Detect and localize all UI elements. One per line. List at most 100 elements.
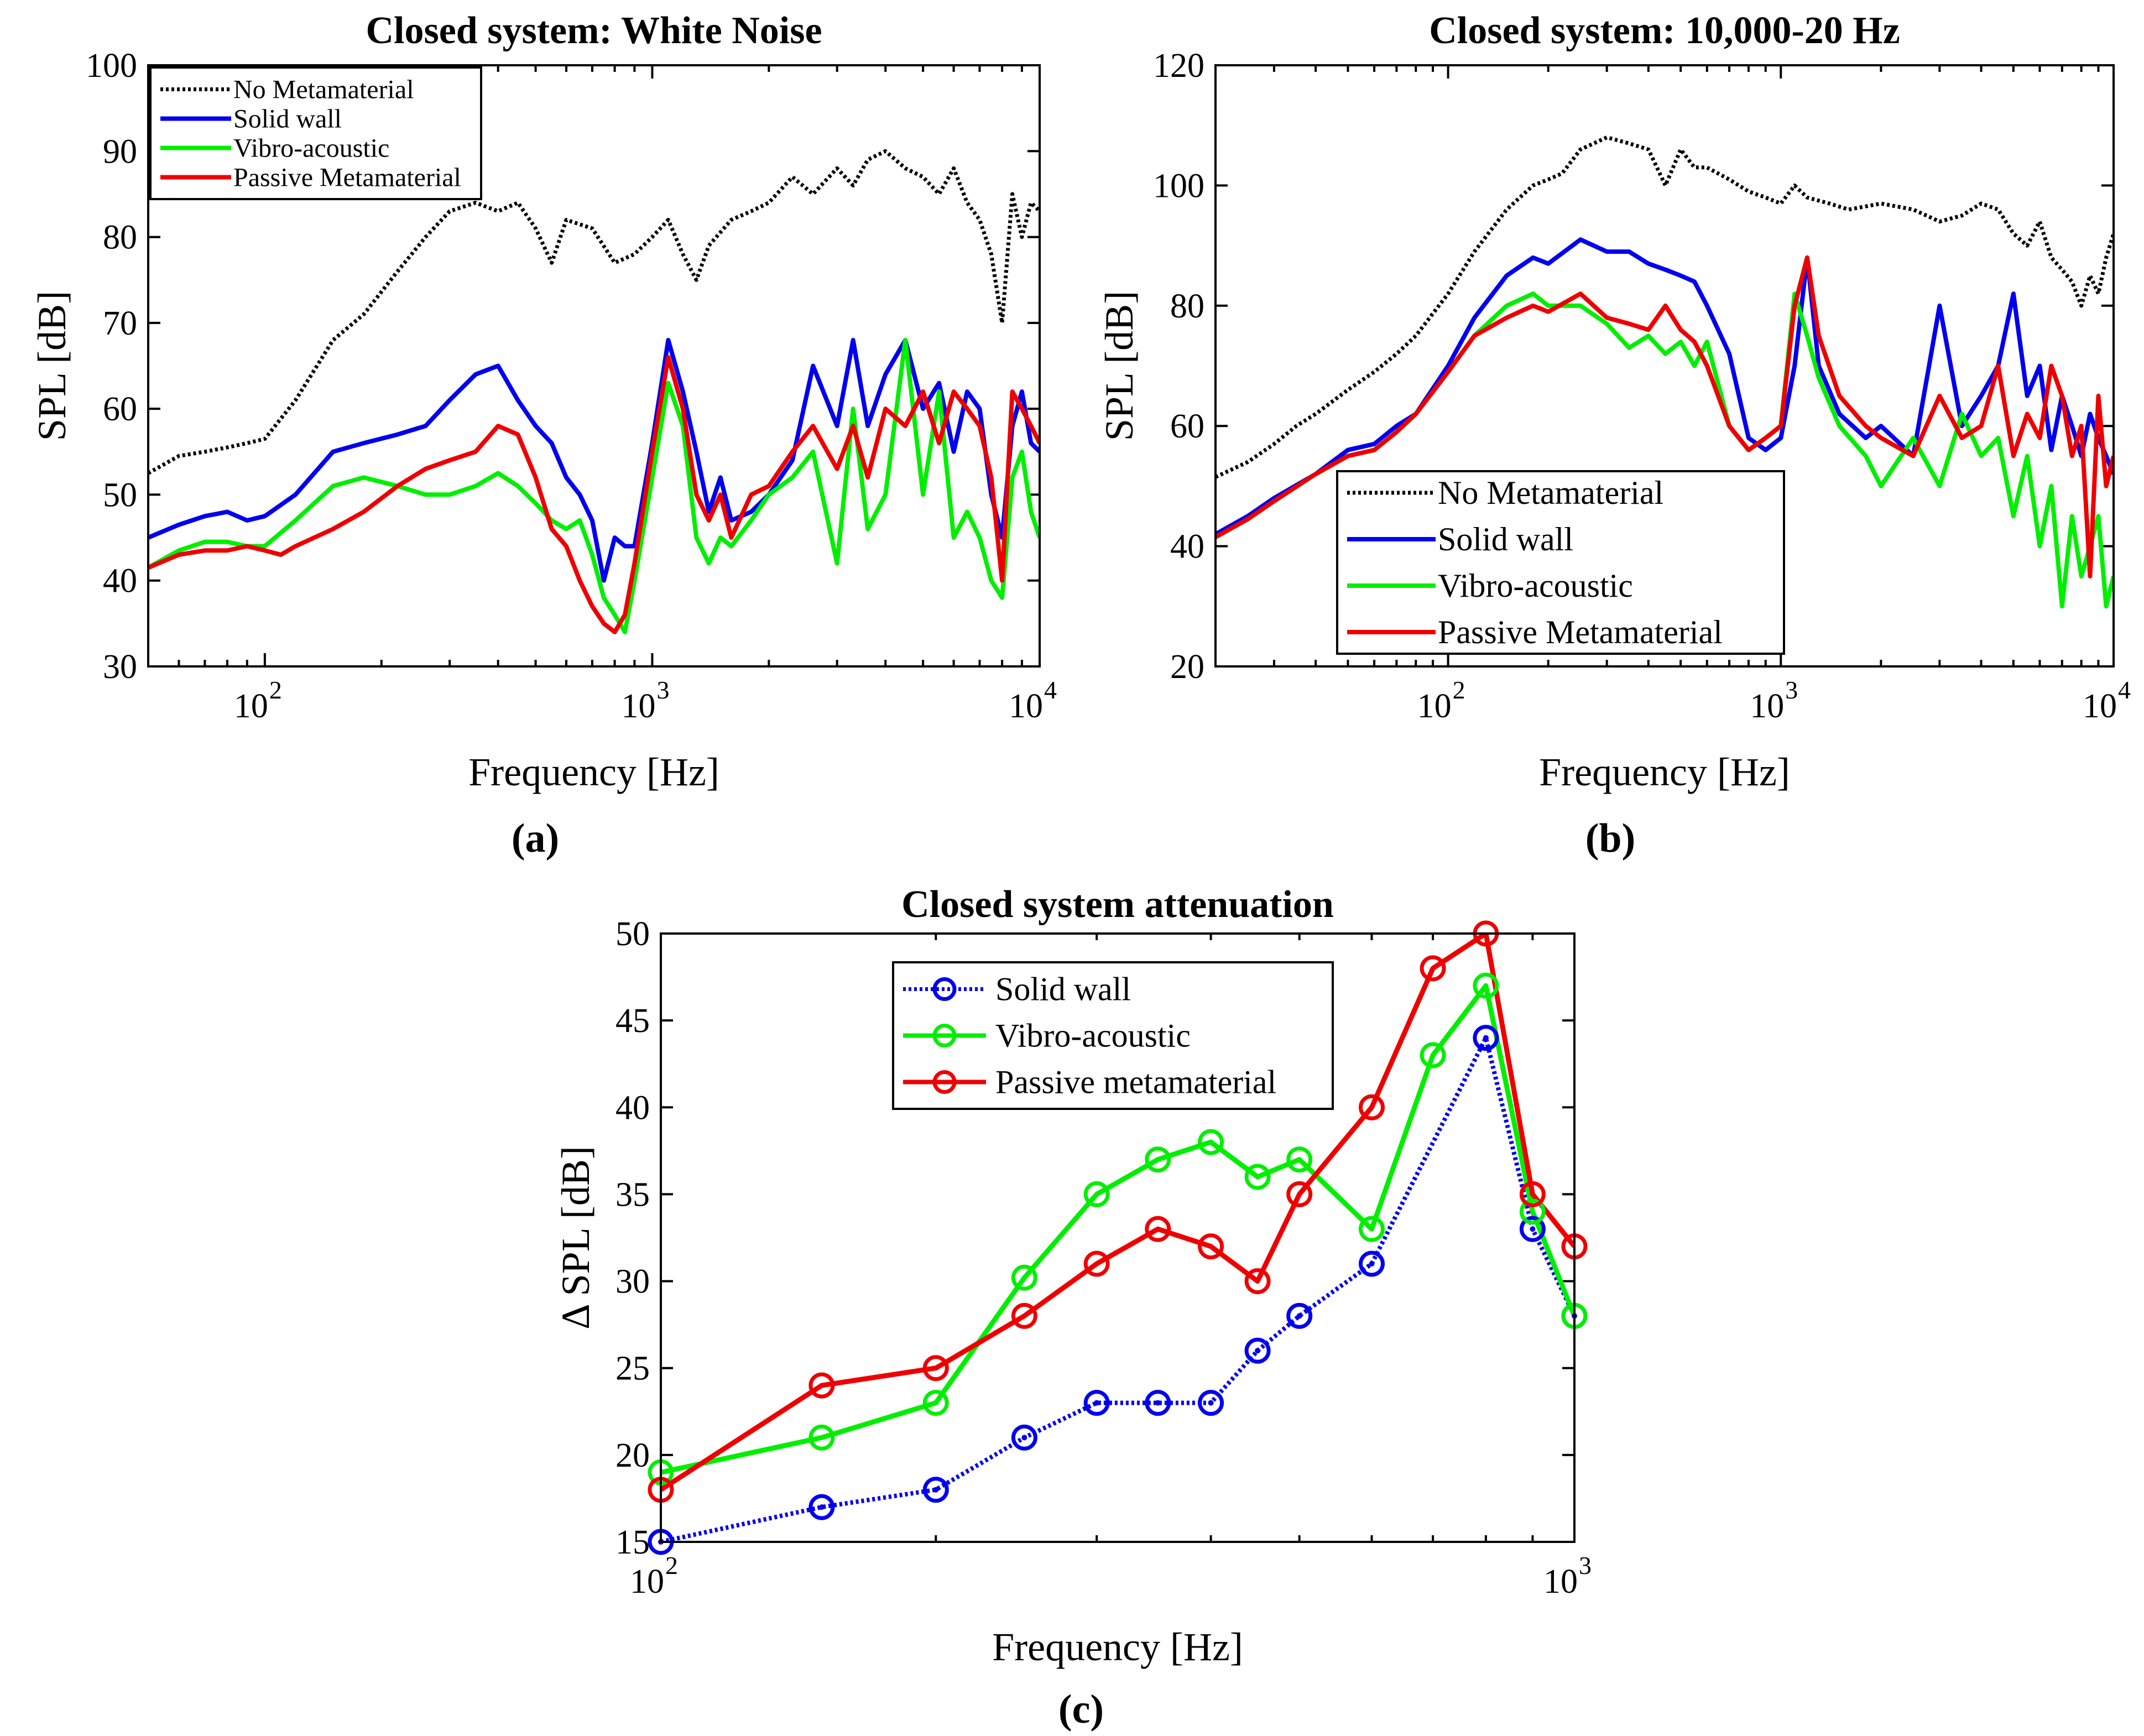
series-point [808,1424,835,1451]
series-line-1 [1216,237,2114,536]
series-point [1286,1181,1313,1207]
series-point-center [1208,1400,1214,1406]
x-tick-exponent: 2 [269,676,282,704]
legend-label: Solid wall [233,105,342,134]
x-tick-exponent: 2 [665,1551,678,1579]
x-tick-label: 10 2 [630,1551,678,1601]
x-axis-label: Frequency [Hz] [1539,750,1790,794]
y-tick-label: 60 [1170,408,1204,445]
panel-b: Closed system: 10,000-20 Hz 20 40 60 80 100 12… [1097,9,2131,794]
series-point-center [818,1504,825,1510]
series-line-0 [1216,135,2114,479]
y-tick-label: 45 [615,1002,650,1040]
x-tick-base: 10 [234,687,268,725]
axes-frame [660,932,1576,1543]
x-axis-label: Frequency [Hz] [992,1625,1243,1669]
y-tick-label: 50 [615,915,650,953]
y-tick-label: 90 [103,133,137,170]
y-tick-label: 70 [103,305,137,342]
chart-title: Closed system: White Noise [366,9,822,52]
x-tick-base: 10 [1750,687,1784,725]
legend-marker [932,1070,957,1094]
series-point [1473,1025,1499,1051]
series-line-1 [661,983,1574,1475]
x-tick-exponent: 4 [1044,676,1057,704]
series-line-0 [148,149,1040,475]
legend-label: Vibro-acoustic [1438,567,1633,604]
series-point-center [1255,1348,1261,1354]
x-tick-base: 10 [630,1563,664,1601]
x-tick-exponent: 3 [656,676,669,704]
legend-label: Passive metamaterial [995,1064,1276,1101]
chart-title: Closed system: 10,000-20 Hz [1429,9,1900,52]
series-point [1198,1129,1224,1155]
y-tick-label: 100 [86,47,137,85]
series-point [1473,972,1499,999]
legend-label: No Metamaterial [1438,475,1663,511]
y-tick-label: 15 [615,1524,650,1561]
series-point [1359,1250,1385,1277]
x-tick-exponent: 3 [1785,676,1798,704]
y-tick-label: 120 [1153,47,1204,85]
panel-caption: (c) [1058,1687,1104,1732]
series-point [808,1372,835,1399]
panel-c: Closed system attenuation 15 20 25 30 35 40 45 5… [554,883,1592,1669]
y-axis-label: Δ SPL [dB] [554,1146,598,1330]
series-group [148,149,1040,634]
series-point [1286,1302,1313,1329]
series-point-center [1483,1035,1489,1041]
y-tick-label: 25 [615,1350,650,1388]
legend-label: No Metamaterial [233,75,414,105]
y-tick-label: 80 [103,219,137,257]
chart-title: Closed system attenuation [901,883,1334,926]
series-point [1011,1264,1037,1291]
x-tick-base: 10 [621,687,655,725]
legend-label: Vibro-acoustic [995,1018,1191,1054]
series-point-center [1094,1400,1100,1406]
y-tick-label: 40 [615,1089,650,1127]
series-line-1 [148,337,1040,583]
series-point-center [933,1487,939,1493]
legend-label: Passive Metamaterial [1438,614,1723,650]
x-tick-label: 10 3 [1543,1551,1592,1601]
series-point [1011,1302,1037,1329]
series-point [1011,1424,1037,1451]
series-line-3 [1216,255,2114,578]
x-tick-label: 10 3 [1750,676,1798,725]
series-point [1145,1390,1171,1416]
x-tick-base: 10 [1009,687,1043,725]
series-point [1420,955,1446,982]
y-tick-label: 20 [615,1437,650,1474]
legend-marker [932,1024,957,1047]
legend-marker [932,977,957,1001]
panel-caption: (a) [512,816,559,861]
legend-label: Solid wall [995,971,1131,1008]
y-tick-label: 40 [1170,528,1204,566]
legend-box [1336,470,1785,655]
panel-caption: (b) [1585,816,1635,861]
series-point [1145,1146,1171,1173]
series-point [1198,1390,1224,1416]
series-point-center [1369,1261,1375,1267]
series-point [808,1494,835,1520]
x-tick-label: 10 2 [234,676,282,725]
x-tick-label: 10 3 [621,676,669,725]
axes-frame [147,64,1041,668]
y-tick-label: 35 [615,1176,650,1213]
legend-label: Passive Metamaterial [233,163,461,192]
series-line-3 [148,355,1040,634]
x-tick-label: 10 4 [2083,676,2131,725]
series-point-center [1296,1313,1302,1319]
y-tick-label: 30 [103,648,137,686]
y-tick-label: 30 [615,1263,650,1301]
series-point [1244,1268,1271,1295]
series-point [922,1477,949,1503]
series-point [1359,1216,1385,1242]
y-tick-label: 100 [1153,167,1204,205]
x-tick-exponent: 3 [1579,1551,1592,1579]
series-point-center [1155,1400,1161,1406]
series-point [1083,1390,1110,1416]
series-point [1286,1146,1313,1173]
